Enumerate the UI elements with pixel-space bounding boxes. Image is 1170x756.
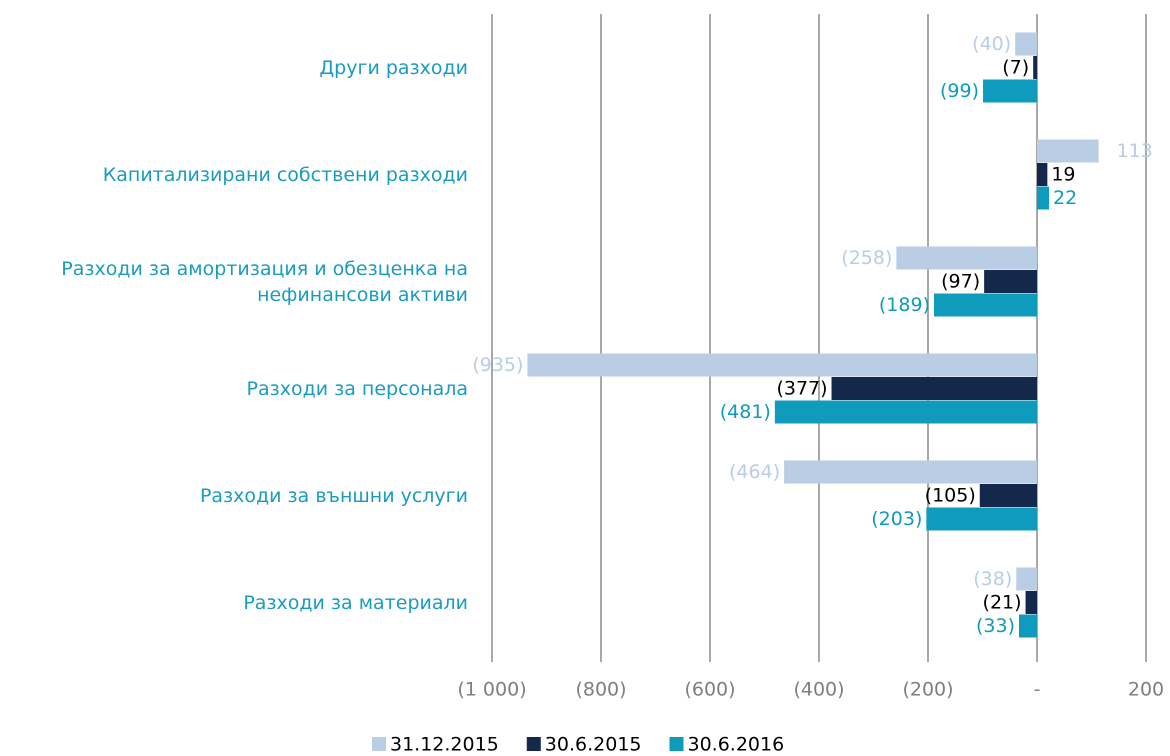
legend-swatch	[372, 737, 386, 751]
x-tick-label: (600)	[684, 679, 735, 701]
data-label: 113	[1117, 140, 1153, 162]
data-label: (97)	[941, 271, 980, 293]
data-label: (99)	[940, 80, 979, 102]
data-label: (203)	[871, 508, 922, 530]
bar	[896, 246, 1037, 270]
category-label: Други разходи	[319, 56, 468, 79]
data-label: (33)	[976, 615, 1015, 637]
data-label: 19	[1051, 164, 1075, 186]
data-label: (481)	[720, 401, 771, 423]
data-label: (7)	[1002, 57, 1029, 79]
bar	[774, 400, 1037, 424]
legend-swatch	[669, 737, 684, 751]
legend-label: 30.6.2015	[545, 734, 642, 756]
bar	[1037, 163, 1048, 186]
x-tick-label: 200	[1128, 679, 1164, 701]
data-label: 22	[1053, 187, 1077, 209]
x-tick-label: (200)	[902, 679, 953, 701]
bar	[1037, 186, 1049, 210]
x-tick-label: -	[1034, 679, 1041, 701]
bar	[831, 377, 1037, 400]
data-label: (464)	[729, 461, 780, 483]
x-tick-label: (800)	[575, 679, 626, 701]
data-label: (38)	[973, 568, 1012, 590]
bar	[1025, 591, 1037, 614]
category-label: Разходи за външни услуги	[199, 484, 468, 507]
data-label: (40)	[972, 33, 1011, 55]
data-label: (21)	[983, 592, 1022, 614]
bar	[1037, 139, 1099, 163]
legend-swatch	[526, 737, 541, 751]
legend-label: 30.6.2016	[688, 734, 785, 756]
category-label: Разходи за амортизация и обезценка на не…	[61, 257, 468, 306]
legend-label: 31.12.2015	[390, 734, 499, 756]
bar	[1019, 614, 1037, 638]
bar	[527, 353, 1037, 377]
x-tick-label: (400)	[793, 679, 844, 701]
bar	[983, 79, 1037, 103]
bar	[1015, 32, 1037, 56]
bar	[784, 460, 1037, 484]
bar	[1033, 56, 1037, 79]
category-label: Капитализирани собствени разходи	[102, 163, 468, 186]
bar	[933, 293, 1037, 317]
bar	[926, 507, 1037, 531]
data-label: (935)	[472, 354, 523, 376]
category-label: Разходи за материали	[243, 591, 468, 614]
bar	[979, 484, 1037, 507]
x-tick-label: (1 000)	[457, 679, 526, 701]
data-label: (258)	[841, 247, 892, 269]
category-label: Разходи за персонала	[246, 377, 468, 400]
data-label: (377)	[776, 378, 827, 400]
bar	[984, 270, 1037, 293]
data-label: (189)	[879, 294, 930, 316]
bar	[1016, 567, 1037, 591]
data-label: (105)	[925, 485, 976, 507]
